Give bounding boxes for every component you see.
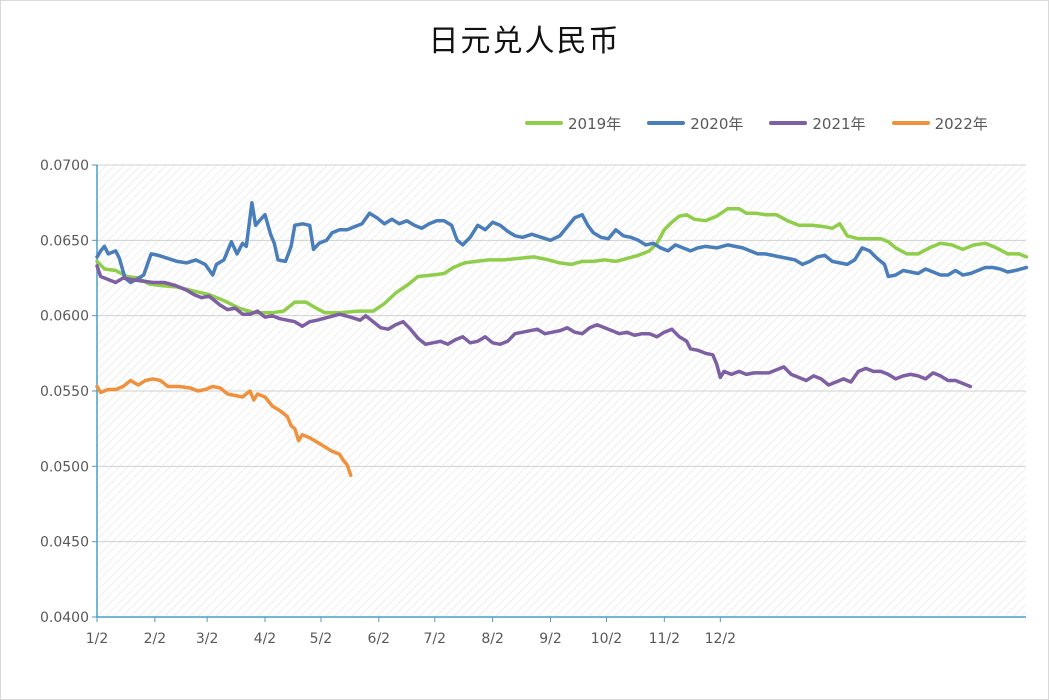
x-tick-label: 1/2 bbox=[86, 631, 109, 647]
x-tick-label: 6/2 bbox=[368, 631, 391, 647]
legend: 2019年 2020年 2021年 2022年 bbox=[525, 112, 988, 134]
x-tick-label: 9/2 bbox=[539, 631, 562, 647]
x-tick-label: 4/2 bbox=[254, 631, 277, 647]
legend-item-4: 2022年 bbox=[891, 113, 988, 134]
legend-item-3: 2021年 bbox=[769, 113, 866, 134]
legend-item-1: 2019年 bbox=[525, 113, 621, 134]
y-tick-label: 0.0600 bbox=[40, 309, 89, 325]
legend-swatch bbox=[647, 121, 686, 125]
legend-label: 2019年 bbox=[568, 114, 622, 133]
y-tick-label: 0.0650 bbox=[40, 233, 89, 249]
y-tick-label: 0.0700 bbox=[40, 158, 89, 174]
series-line-3 bbox=[95, 264, 973, 389]
series-line-1 bbox=[95, 206, 1029, 315]
y-tick-label: 0.0500 bbox=[40, 459, 89, 475]
chart-title: 日元兑人民币 bbox=[428, 24, 621, 59]
legend-swatch bbox=[525, 121, 563, 125]
y-tick-label: 0.0400 bbox=[40, 610, 89, 626]
legend-swatch bbox=[891, 121, 930, 125]
legend-label: 2022年 bbox=[934, 114, 988, 133]
x-tick-label: 12/2 bbox=[705, 631, 736, 647]
y-tick-label: 0.0450 bbox=[40, 535, 89, 551]
x-tick-label: 7/2 bbox=[424, 631, 447, 647]
x-tick-label: 2/2 bbox=[144, 631, 167, 647]
legend-swatch bbox=[769, 121, 808, 125]
y-tick-label: 0.0550 bbox=[40, 384, 89, 400]
x-tick-label: 3/2 bbox=[196, 631, 219, 647]
legend-label: 2020年 bbox=[690, 114, 744, 133]
x-tick-label: 10/2 bbox=[591, 631, 622, 647]
x-tick-label: 11/2 bbox=[649, 631, 680, 647]
legend-item-2: 2020年 bbox=[647, 113, 743, 134]
series-line-2 bbox=[95, 200, 1029, 285]
legend-label: 2021年 bbox=[812, 114, 866, 133]
x-tick-label: 8/2 bbox=[481, 631, 504, 647]
x-tick-label: 5/2 bbox=[310, 631, 333, 647]
series-line-4 bbox=[95, 377, 353, 478]
